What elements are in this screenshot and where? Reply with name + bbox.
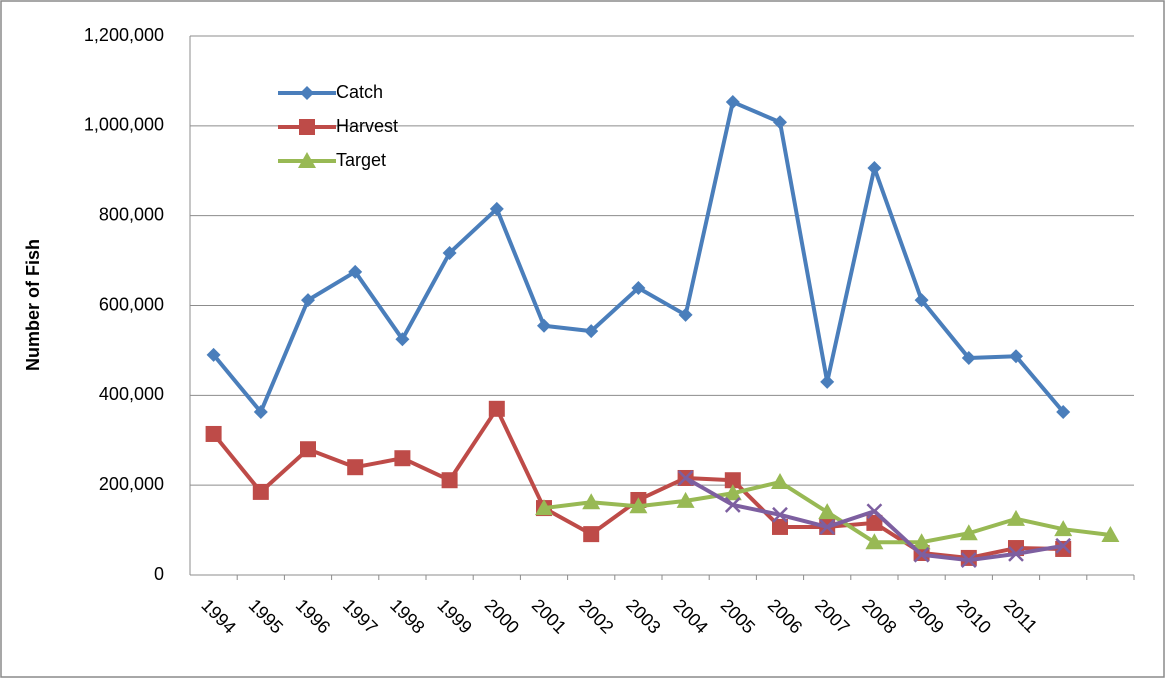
- y-tick-label: 1,000,000: [84, 115, 164, 135]
- marker: [1008, 546, 1024, 562]
- marker: [537, 318, 551, 333]
- marker: [298, 152, 316, 168]
- marker: [772, 518, 788, 535]
- marker: [676, 491, 695, 508]
- marker: [631, 280, 646, 295]
- marker: [584, 324, 599, 339]
- marker: [772, 506, 788, 523]
- marker: [865, 533, 884, 550]
- marker: [347, 459, 364, 476]
- marker: [252, 483, 269, 500]
- y-tick-label: 400,000: [99, 384, 164, 404]
- marker: [866, 514, 883, 531]
- y-axis-label: Number of Fish: [23, 239, 43, 371]
- marker: [723, 484, 742, 501]
- legend-label: Target: [336, 150, 386, 170]
- marker: [300, 441, 316, 458]
- marker: [678, 307, 693, 322]
- marker: [629, 497, 648, 514]
- marker: [535, 499, 553, 516]
- marker: [913, 546, 930, 563]
- marker: [771, 473, 789, 490]
- marker: [442, 245, 457, 260]
- marker: [677, 470, 694, 486]
- marker: [961, 351, 976, 366]
- marker: [1056, 404, 1071, 419]
- marker: [773, 115, 787, 130]
- y-tick-label: 800,000: [99, 204, 164, 224]
- marker: [1055, 537, 1072, 554]
- marker: [583, 526, 600, 543]
- marker: [1054, 520, 1073, 537]
- marker: [489, 201, 504, 216]
- marker: [582, 493, 601, 510]
- marker: [914, 293, 929, 308]
- marker: [301, 293, 315, 308]
- marker: [867, 161, 882, 176]
- marker: [394, 450, 411, 467]
- y-tick-label: 0: [154, 564, 164, 584]
- marker: [206, 347, 221, 362]
- y-tick-label: 200,000: [99, 474, 164, 494]
- marker: [820, 374, 835, 389]
- marker: [912, 533, 931, 550]
- marker: [348, 264, 363, 279]
- legend-label: Harvest: [336, 116, 398, 136]
- marker: [725, 95, 740, 110]
- legend-label: Catch: [336, 82, 383, 102]
- marker: [395, 332, 410, 347]
- y-tick-label: 600,000: [99, 294, 164, 314]
- marker: [299, 119, 315, 135]
- marker: [1101, 526, 1120, 543]
- marker: [724, 497, 741, 513]
- marker: [959, 524, 978, 541]
- marker: [866, 503, 883, 520]
- marker: [724, 472, 741, 489]
- marker: [819, 519, 836, 535]
- marker: [818, 503, 837, 520]
- marker: [253, 404, 268, 419]
- y-tick-label: 1,200,000: [84, 25, 164, 45]
- marker: [488, 400, 505, 417]
- marker: [960, 549, 977, 566]
- marker: [960, 552, 977, 569]
- marker: [1055, 540, 1072, 557]
- marker: [1009, 349, 1023, 364]
- marker: [441, 472, 458, 489]
- marker: [300, 86, 314, 100]
- marker: [1007, 509, 1025, 526]
- marker: [205, 425, 222, 442]
